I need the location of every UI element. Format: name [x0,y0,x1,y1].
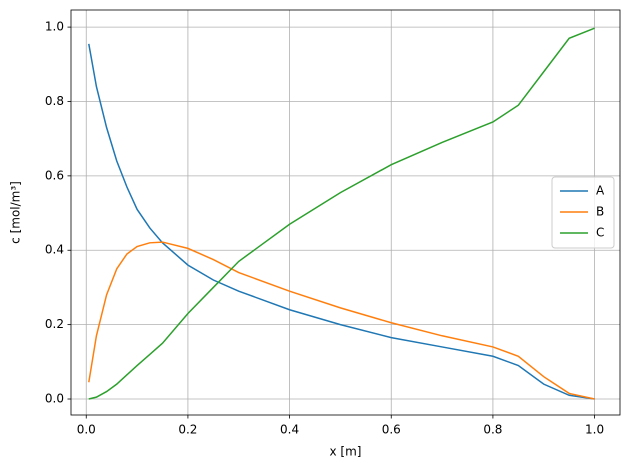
y-tick-label: 1.0 [45,20,64,34]
legend-label: C [596,226,604,240]
x-tick-label: 1.0 [585,423,604,437]
y-tick-label: 0.0 [45,392,64,406]
x-axis-label: x [m] [330,445,362,459]
line-series [88,241,595,400]
y-tick-label: 0.8 [45,94,64,108]
y-tick-label: 0.4 [45,243,64,257]
legend-label: A [596,184,605,198]
legend-label: B [596,205,604,219]
line-series [88,27,595,400]
x-tick-label: 0.0 [77,423,96,437]
y-tick-label: 0.2 [45,317,64,331]
plot-frame [70,9,621,416]
y-axis-label: c [mol/m³] [9,181,23,244]
x-tick-label: 0.2 [178,423,197,437]
x-tick-label: 0.8 [483,423,502,437]
y-tick-label: 0.6 [45,168,64,182]
x-tick-label: 0.4 [280,423,299,437]
x-tick-label: 0.6 [382,423,401,437]
line-series [88,43,595,400]
